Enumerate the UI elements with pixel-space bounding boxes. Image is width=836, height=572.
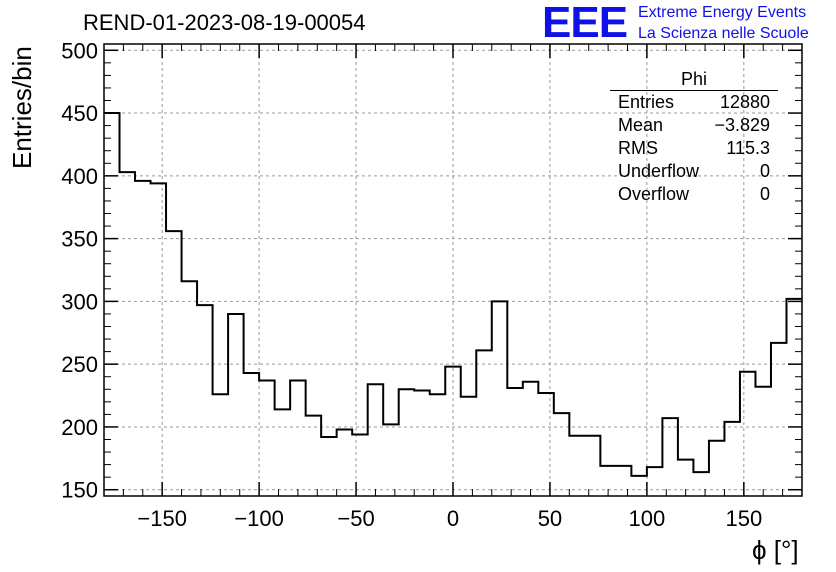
axis-tick-labels: −150 −100 −50 0 50 100 150 150 200 250 300 350 400 45… — [61, 38, 762, 531]
stats-value: 12880 — [719, 92, 770, 112]
x-axis-label: ϕ [°] — [752, 535, 799, 565]
y-tick-label: 450 — [61, 101, 98, 126]
y-tick-label: 400 — [61, 164, 98, 189]
stats-box: Phi Entries 12880 Mean −3.829 RMS 115.3 … — [610, 68, 778, 208]
stats-value: 115.3 — [726, 138, 770, 158]
stats-key: Overflow — [618, 184, 690, 204]
y-tick-label: 500 — [61, 38, 98, 63]
stats-key: Underflow — [618, 161, 700, 181]
logo-line-1: Extreme Energy Events — [638, 4, 807, 21]
y-tick-label: 150 — [61, 478, 98, 503]
stats-value: 0 — [759, 161, 770, 181]
stats-key: Entries — [618, 92, 675, 112]
stats-row-entries: Entries 12880 — [610, 91, 778, 114]
x-tick-label: −100 — [234, 506, 284, 531]
stats-row-overflow: Overflow 0 — [610, 183, 778, 206]
x-tick-label: 50 — [538, 506, 562, 531]
x-tick-label: −150 — [137, 506, 187, 531]
x-tick-label: 150 — [725, 506, 762, 531]
chart-title: REND-01-2023-08-19-00054 — [83, 10, 366, 35]
stats-key: RMS — [618, 138, 658, 158]
stats-row-mean: Mean −3.829 — [610, 114, 778, 137]
eee-logo-icon: EEE — [542, 0, 628, 47]
y-axis-label: Entries/bin — [7, 46, 37, 169]
stats-row-underflow: Underflow 0 — [610, 160, 778, 183]
x-tick-label: 0 — [447, 506, 459, 531]
stats-row-rms: RMS 115.3 — [610, 137, 778, 160]
stats-value: −3.829 — [714, 115, 770, 135]
stats-key: Mean — [618, 115, 664, 135]
axis-ticks — [103, 44, 803, 496]
logo-line-2: La Scienza nelle Scuole — [638, 25, 809, 42]
stats-title: Phi — [610, 68, 778, 91]
y-tick-label: 350 — [61, 227, 98, 252]
y-tick-label: 200 — [61, 415, 98, 440]
x-tick-label: 100 — [629, 506, 666, 531]
y-tick-label: 300 — [61, 289, 98, 314]
x-tick-label: −50 — [337, 506, 374, 531]
stats-value: 0 — [759, 184, 770, 204]
y-tick-label: 250 — [61, 352, 98, 377]
histogram-series-phi — [104, 112, 802, 477]
